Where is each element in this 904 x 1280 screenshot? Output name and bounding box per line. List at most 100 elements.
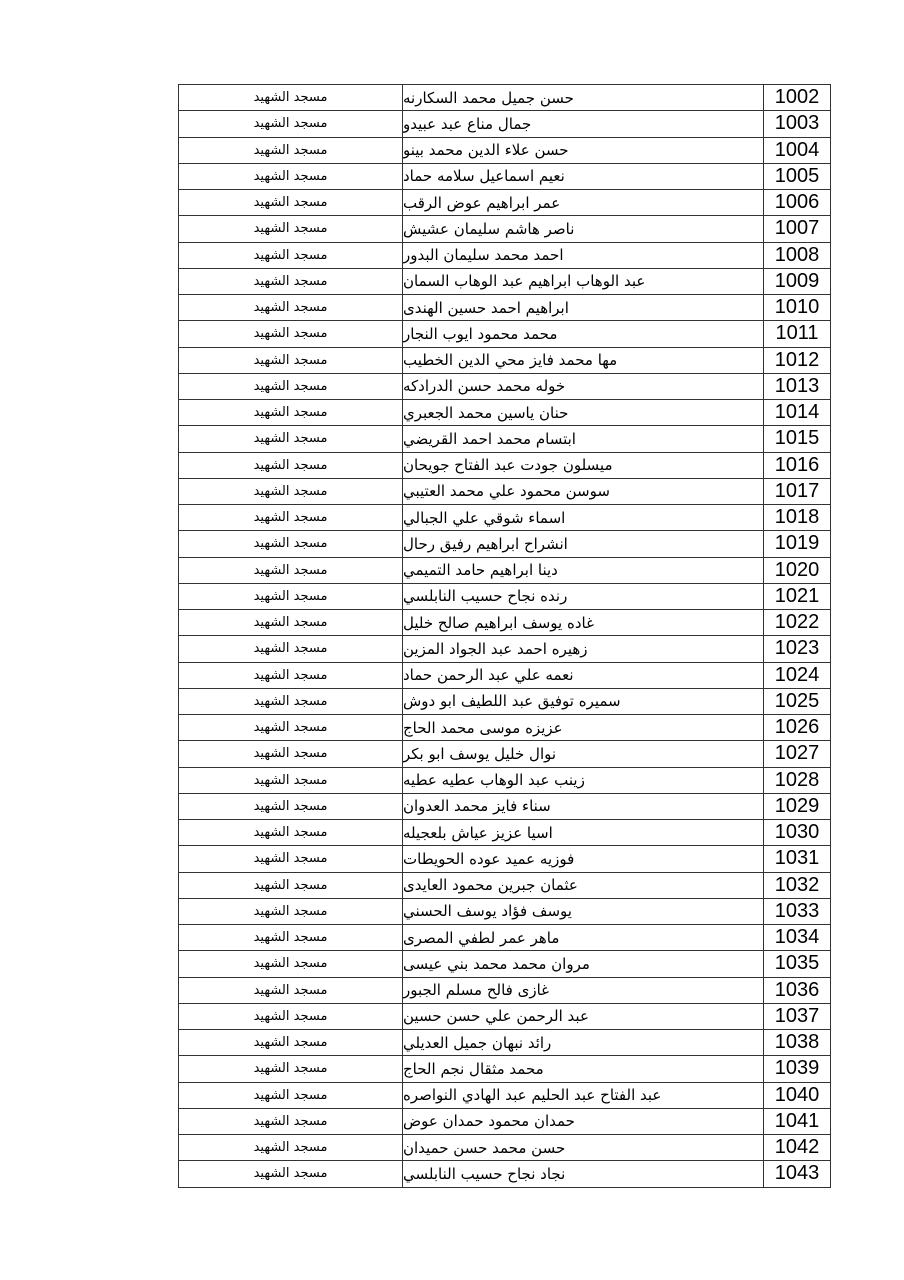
- person-name: نعمه علي عبد الرحمن حماد: [403, 662, 764, 688]
- location: مسجد الشهيد: [179, 610, 403, 636]
- location: مسجد الشهيد: [179, 1056, 403, 1082]
- table-row: 1032 عثمان جبرين محمود العايدى مسجد الشهيد: [179, 872, 831, 899]
- table-row: 1003 جمال مناع عبد عبيدو مسجد الشهيد: [179, 111, 831, 138]
- location: مسجد الشهيد: [179, 295, 403, 321]
- person-name: محمد مثقال نجم الحاج: [403, 1056, 764, 1082]
- person-name: عبد الفتاح عبد الحليم عبد الهادي النواصر…: [403, 1082, 764, 1108]
- table-row: 1033 يوسف فؤاد يوسف الحسني مسجد الشهيد: [179, 898, 831, 925]
- table-row: 1017 سوسن محمود علي محمد العتيبي مسجد الشه…: [179, 478, 831, 505]
- person-name: عثمان جبرين محمود العايدى: [403, 872, 764, 898]
- row-number: 1003: [764, 111, 831, 137]
- row-number: 1014: [764, 400, 831, 426]
- person-name: ميسلون جودت عبد الفتاح جويحان: [403, 452, 764, 478]
- person-name: احمد محمد سليمان البدور: [403, 242, 764, 268]
- table-row: 1011 محمد محمود ايوب النجار مسجد الشهيد: [179, 321, 831, 348]
- table-row: 1002 حسن جميل محمد السكارنه مسجد الشهيد: [179, 85, 831, 112]
- row-number: 1012: [764, 347, 831, 373]
- location: مسجد الشهيد: [179, 583, 403, 609]
- row-number: 1005: [764, 163, 831, 189]
- person-name: حسن محمد حسن حميدان: [403, 1135, 764, 1161]
- person-name: مروان محمد محمد بني عيسى: [403, 951, 764, 977]
- person-name: زينب عبد الوهاب عطيه عطيه: [403, 767, 764, 793]
- location: مسجد الشهيد: [179, 85, 403, 111]
- table-row: 1016 ميسلون جودت عبد الفتاح جويحان مسجد ال…: [179, 452, 831, 479]
- location: مسجد الشهيد: [179, 925, 403, 951]
- row-number: 1023: [764, 636, 831, 662]
- row-number: 1028: [764, 767, 831, 793]
- location: مسجد الشهيد: [179, 452, 403, 478]
- person-name: ناصر هاشم سليمان عشيش: [403, 216, 764, 242]
- person-name: رائد نبهان جميل العديلي: [403, 1030, 764, 1056]
- row-number: 1017: [764, 478, 831, 504]
- row-number: 1016: [764, 452, 831, 478]
- person-name: اسماء شوقي علي الجبالي: [403, 505, 764, 531]
- person-name: عبد الرحمن علي حسن حسين: [403, 1003, 764, 1029]
- row-number: 1031: [764, 846, 831, 872]
- table-row: 1018 اسماء شوقي علي الجبالي مسجد الشهيد: [179, 505, 831, 532]
- location: مسجد الشهيد: [179, 1135, 403, 1161]
- person-name: محمد محمود ايوب النجار: [403, 321, 764, 347]
- location: مسجد الشهيد: [179, 426, 403, 452]
- table-row: 1022 غاده يوسف ابراهيم صالح خليل مسجد الشه…: [179, 610, 831, 637]
- location: مسجد الشهيد: [179, 898, 403, 924]
- person-name: مها محمد فايز محي الدين الخطيب: [403, 347, 764, 373]
- location: مسجد الشهيد: [179, 1030, 403, 1056]
- person-name: انشراح ابراهيم رفيق رحال: [403, 531, 764, 557]
- table-row: 1029 سناء فايز محمد العدوان مسجد الشهيد: [179, 793, 831, 820]
- location: مسجد الشهيد: [179, 1161, 403, 1187]
- person-name: دينا ابراهيم حامد التميمي: [403, 557, 764, 583]
- table-row: 1005 نعيم اسماعيل سلامه حماد مسجد الشهيد: [179, 163, 831, 190]
- table-row: 1043 نجاد نجاح حسيب النابلسي مسجد الشهيد: [179, 1161, 831, 1188]
- row-number: 1042: [764, 1135, 831, 1161]
- row-number: 1041: [764, 1108, 831, 1134]
- table-row: 1039 محمد مثقال نجم الحاج مسجد الشهيد: [179, 1056, 831, 1083]
- table-row: 1026 عزيزه موسى محمد الحاج مسجد الشهيد: [179, 715, 831, 742]
- row-number: 1002: [764, 85, 831, 111]
- person-name: زهيره احمد عبد الجواد المزين: [403, 636, 764, 662]
- table-row: 1024 نعمه علي عبد الرحمن حماد مسجد الشهيد: [179, 662, 831, 689]
- table-row: 1020 دينا ابراهيم حامد التميمي مسجد الشهيد: [179, 557, 831, 584]
- location: مسجد الشهيد: [179, 767, 403, 793]
- row-number: 1043: [764, 1161, 831, 1187]
- location: مسجد الشهيد: [179, 662, 403, 688]
- person-name: جمال مناع عبد عبيدو: [403, 111, 764, 137]
- table-row: 1012 مها محمد فايز محي الدين الخطيب مسجد ا…: [179, 347, 831, 374]
- location: مسجد الشهيد: [179, 951, 403, 977]
- row-number: 1021: [764, 583, 831, 609]
- table-row: 1009 عبد الوهاب ابراهيم عبد الوهاب السمان…: [179, 268, 831, 295]
- location: مسجد الشهيد: [179, 321, 403, 347]
- table-row: 1014 حنان ياسين محمد الجعبري مسجد الشهيد: [179, 400, 831, 427]
- table-row: 1010 ابراهيم احمد حسين الهندى مسجد الشهيد: [179, 295, 831, 322]
- person-name: عزيزه موسى محمد الحاج: [403, 715, 764, 741]
- row-number: 1039: [764, 1056, 831, 1082]
- person-name: نوال خليل يوسف ابو بكر: [403, 741, 764, 767]
- location: مسجد الشهيد: [179, 216, 403, 242]
- location: مسجد الشهيد: [179, 505, 403, 531]
- person-name: سميره توفيق عبد اللطيف ابو دوش: [403, 688, 764, 714]
- row-number: 1015: [764, 426, 831, 452]
- row-number: 1029: [764, 793, 831, 819]
- row-number: 1040: [764, 1082, 831, 1108]
- table-row: 1035 مروان محمد محمد بني عيسى مسجد الشهيد: [179, 951, 831, 978]
- table-row: 1042 حسن محمد حسن حميدان مسجد الشهيد: [179, 1135, 831, 1162]
- table-row: 1023 زهيره احمد عبد الجواد المزين مسجد الش…: [179, 636, 831, 663]
- person-name: سوسن محمود علي محمد العتيبي: [403, 478, 764, 504]
- location: مسجد الشهيد: [179, 977, 403, 1003]
- person-name: نعيم اسماعيل سلامه حماد: [403, 163, 764, 189]
- location: مسجد الشهيد: [179, 268, 403, 294]
- row-number: 1019: [764, 531, 831, 557]
- person-name: حمدان محمود حمدان عوض: [403, 1108, 764, 1134]
- location: مسجد الشهيد: [179, 137, 403, 163]
- row-number: 1030: [764, 820, 831, 846]
- row-number: 1033: [764, 898, 831, 924]
- table-row: 1004 حسن علاء الدين محمد بينو مسجد الشهيد: [179, 137, 831, 164]
- location: مسجد الشهيد: [179, 872, 403, 898]
- person-name: ماهر عمر لطفي المصرى: [403, 925, 764, 951]
- table-row: 1025 سميره توفيق عبد اللطيف ابو دوش مسجد ا…: [179, 688, 831, 715]
- person-name: اسيا عزيز عياش بلعجيله: [403, 820, 764, 846]
- person-name: عمر ابراهيم عوض الرقب: [403, 190, 764, 216]
- table-row: 1034 ماهر عمر لطفي المصرى مسجد الشهيد: [179, 925, 831, 952]
- row-number: 1010: [764, 295, 831, 321]
- location: مسجد الشهيد: [179, 373, 403, 399]
